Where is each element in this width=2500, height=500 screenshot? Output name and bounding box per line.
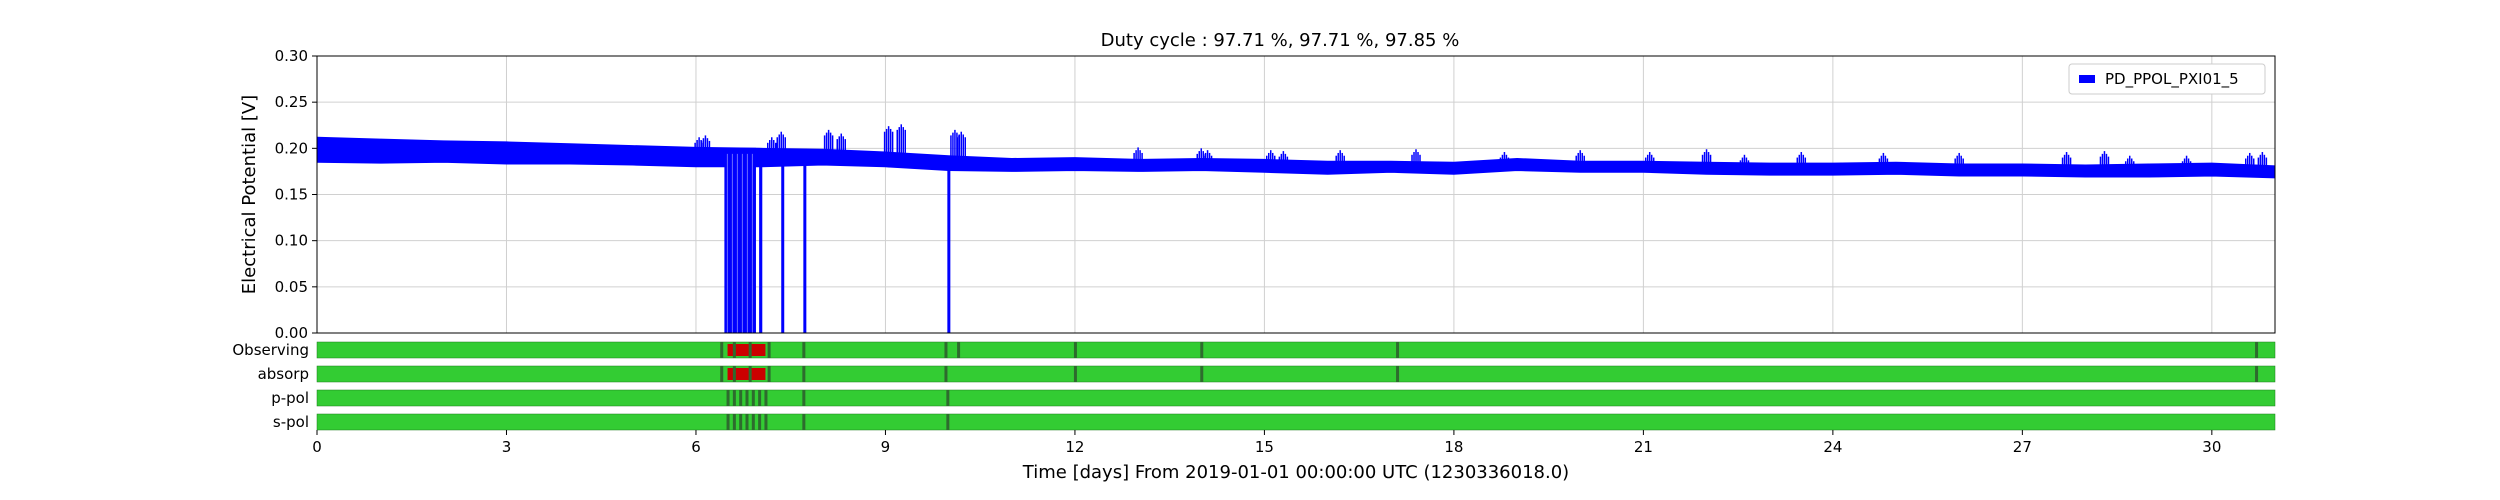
x-tick-label: 3 (502, 438, 512, 456)
segment-gap (767, 366, 771, 382)
segment-gap (751, 414, 755, 430)
signal-dropout (724, 147, 756, 333)
signal-dropout (803, 148, 807, 333)
segment-bars: Observing absorp p-pol s-pol (232, 341, 2276, 431)
segment-flag (727, 368, 766, 380)
segment-gap (720, 342, 724, 358)
segment-bar (316, 389, 2276, 407)
x-tick-label: 6 (691, 438, 701, 456)
x-tick-label: 9 (881, 438, 891, 456)
y-axis-label: Electrical Potential [V] (239, 95, 260, 294)
chart-title: Duty cycle : 97.71 %, 97.71 %, 97.85 % (1101, 30, 1460, 51)
x-tick-label: 30 (2202, 438, 2221, 456)
segment-gap (732, 414, 736, 430)
signal-spikes (694, 124, 2268, 166)
legend: PD_PPOL_PXI01_5 (2068, 63, 2266, 95)
x-tick-label: 27 (2013, 438, 2032, 456)
segment-gap (1073, 342, 1077, 358)
y-tick-label: 0.20 (275, 139, 308, 157)
segment-gap (767, 342, 771, 358)
segment-gap (944, 366, 948, 382)
segment-gap (1200, 366, 1204, 382)
segment-gap (2255, 366, 2259, 382)
y-axis-ticks: 0.00 0.05 0.10 0.15 0.20 0.25 0.30 (275, 47, 317, 342)
x-tick-label: 0 (312, 438, 322, 456)
segment-gap (739, 414, 743, 430)
segment-label: absorp (258, 365, 309, 383)
segment-gap (739, 390, 743, 406)
y-tick-label: 0.30 (275, 47, 308, 65)
segment-gap (745, 390, 749, 406)
segment-gap (802, 366, 806, 382)
segment-gap (802, 414, 806, 430)
y-tick-label: 0.15 (275, 186, 308, 204)
grid-lines (316, 55, 2275, 334)
segment-gap (1396, 342, 1400, 358)
y-tick-label: 0.00 (275, 324, 308, 342)
segment-gap (957, 342, 961, 358)
segment-gap (748, 342, 752, 358)
segment-label: p-pol (271, 389, 309, 407)
segment-gap (946, 390, 950, 406)
segment-gap (946, 414, 950, 430)
x-tick-label: 12 (1065, 438, 1084, 456)
signal-dropout (759, 148, 763, 333)
y-tick-label: 0.05 (275, 278, 308, 296)
legend-box (2068, 63, 2266, 95)
segment-gap (720, 366, 724, 382)
segment-gap (758, 390, 762, 406)
segment-bar (316, 341, 2276, 359)
x-axis-label: Time [days] From 2019-01-01 00:00:00 UTC… (1022, 462, 1569, 483)
segment-gap (758, 414, 762, 430)
segment-gap (745, 414, 749, 430)
segment-gap (726, 414, 730, 430)
segment-gap (748, 366, 752, 382)
x-tick-label: 18 (1444, 438, 1463, 456)
segment-gap (1200, 342, 1204, 358)
signal-dropout (781, 148, 785, 333)
segment-gap (732, 390, 736, 406)
segment-gap (2255, 342, 2259, 358)
segment-gap (944, 342, 948, 358)
segment-gap (1073, 366, 1077, 382)
segment-label: Observing (232, 341, 309, 359)
segment-gap (802, 342, 806, 358)
legend-swatch (2079, 75, 2095, 83)
x-tick-label: 21 (1634, 438, 1653, 456)
signal-band-area (316, 136, 2276, 179)
segment-label: s-pol (273, 413, 309, 431)
segment-gap (1396, 366, 1400, 382)
segment-gap (732, 342, 736, 358)
segment-bar (316, 365, 2276, 383)
segment-gap (732, 366, 736, 382)
signal-dropouts (724, 147, 951, 333)
x-axis-ticks: 0 3 6 9 12 15 18 21 24 27 30 (312, 430, 2221, 456)
segment-bar (316, 413, 2276, 431)
y-tick-label: 0.10 (275, 232, 308, 250)
legend-entry: PD_PPOL_PXI01_5 (2105, 70, 2239, 89)
x-tick-label: 24 (1823, 438, 1842, 456)
segment-gap (726, 390, 730, 406)
signal-band (316, 136, 2276, 179)
segment-gap (802, 390, 806, 406)
segment-flag (727, 344, 766, 356)
segment-gap (764, 414, 768, 430)
signal-dropout (947, 155, 951, 333)
segment-gap (751, 390, 755, 406)
y-tick-label: 0.25 (275, 93, 308, 111)
x-tick-label: 15 (1255, 438, 1274, 456)
segment-gap (764, 390, 768, 406)
